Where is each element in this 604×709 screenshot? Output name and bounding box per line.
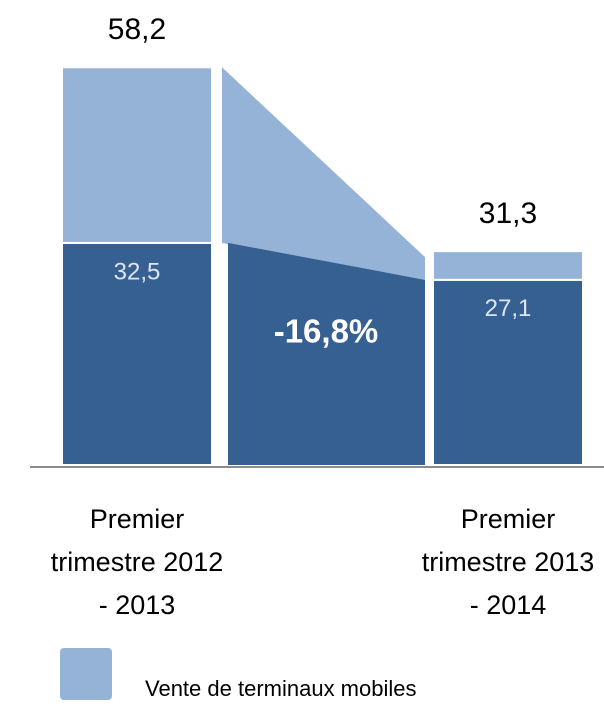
- bar-segment: [432, 250, 584, 281]
- category-label: Premier trimestre 2013 - 2014: [421, 504, 595, 620]
- total-label: 58,2: [108, 13, 166, 46]
- legend-label: Vente de terminaux mobiles: [145, 676, 417, 701]
- connector-dark: [228, 242, 425, 465]
- value-label: 32,5: [114, 258, 161, 285]
- connector-light: [222, 67, 425, 280]
- value-label: 27,1: [485, 295, 532, 322]
- bar-segment: [61, 66, 213, 244]
- bar-segment: [432, 278, 584, 467]
- total-label: 31,3: [479, 197, 537, 230]
- annotation: -16,8%: [274, 313, 379, 350]
- legend-swatch: [60, 648, 112, 700]
- bar-segment: [61, 241, 213, 466]
- category-label: Premier trimestre 2012 - 2013: [50, 504, 224, 620]
